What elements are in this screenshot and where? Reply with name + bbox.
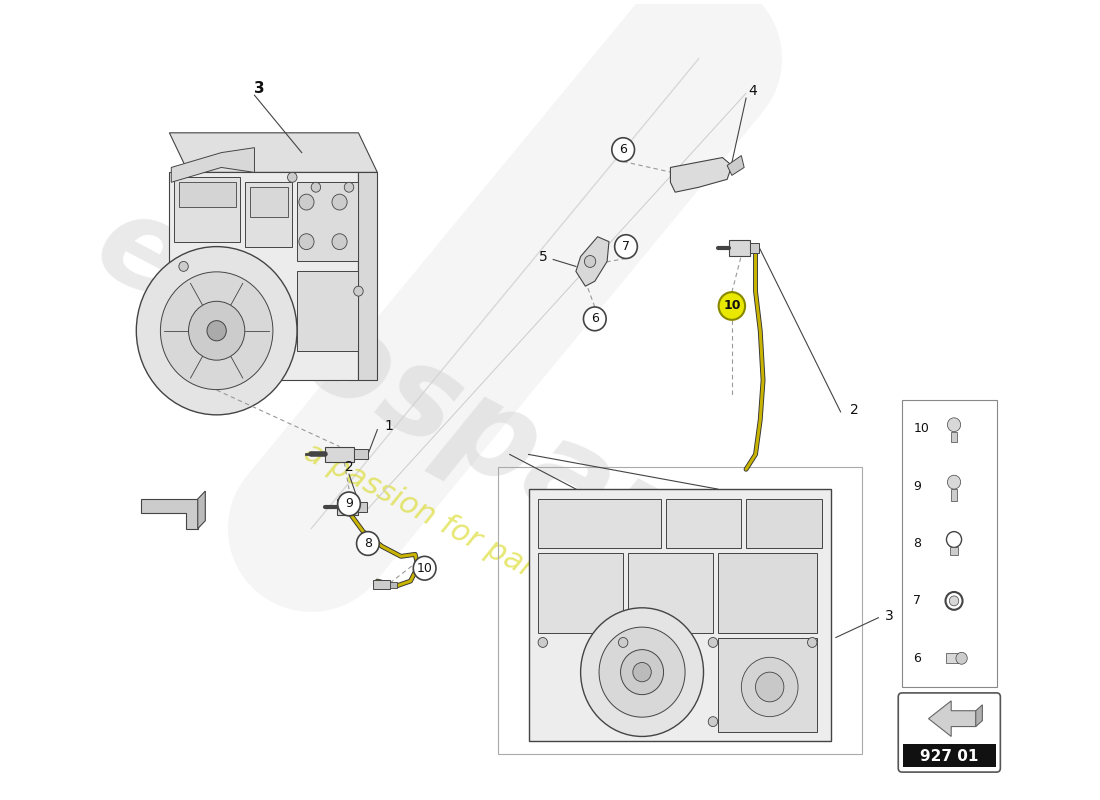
- Bar: [179, 182, 235, 207]
- Text: 2: 2: [344, 460, 353, 474]
- Text: 6: 6: [913, 652, 922, 665]
- Polygon shape: [198, 491, 206, 529]
- Circle shape: [947, 475, 960, 489]
- Text: 10: 10: [913, 422, 930, 435]
- Bar: [628, 554, 713, 633]
- Circle shape: [708, 638, 717, 647]
- Text: 10: 10: [417, 562, 432, 574]
- Bar: [538, 499, 661, 549]
- Circle shape: [600, 627, 685, 717]
- Circle shape: [949, 596, 959, 606]
- Circle shape: [615, 234, 637, 258]
- FancyBboxPatch shape: [899, 693, 1000, 772]
- Circle shape: [620, 650, 663, 694]
- Circle shape: [344, 182, 354, 192]
- Text: 7: 7: [913, 594, 922, 607]
- Bar: [245, 182, 293, 246]
- Text: eurospares: eurospares: [76, 181, 830, 658]
- Polygon shape: [141, 499, 198, 529]
- Circle shape: [581, 608, 704, 737]
- Polygon shape: [976, 705, 982, 726]
- Circle shape: [332, 194, 348, 210]
- Circle shape: [287, 172, 297, 182]
- Polygon shape: [169, 133, 377, 172]
- Bar: [717, 554, 817, 633]
- Bar: [326, 446, 354, 462]
- Polygon shape: [169, 172, 359, 380]
- Bar: [358, 502, 367, 512]
- Circle shape: [538, 638, 548, 647]
- Text: 10: 10: [723, 299, 740, 313]
- Polygon shape: [359, 172, 377, 380]
- Circle shape: [136, 246, 297, 415]
- Circle shape: [807, 638, 817, 647]
- Circle shape: [414, 556, 436, 580]
- Bar: [354, 450, 367, 459]
- Text: 3: 3: [254, 81, 264, 96]
- Circle shape: [708, 717, 717, 726]
- Circle shape: [332, 234, 348, 250]
- Text: 3: 3: [886, 609, 894, 622]
- Text: 9: 9: [345, 498, 353, 510]
- Bar: [529, 489, 832, 742]
- Circle shape: [299, 194, 314, 210]
- Bar: [538, 554, 624, 633]
- Polygon shape: [928, 701, 976, 737]
- Text: a passion for parts since 1985: a passion for parts since 1985: [299, 438, 720, 679]
- Bar: [952, 489, 957, 501]
- Bar: [297, 271, 359, 350]
- Bar: [952, 432, 957, 442]
- Bar: [950, 547, 958, 555]
- Text: 1: 1: [384, 418, 393, 433]
- Text: 4: 4: [748, 84, 757, 98]
- Circle shape: [718, 292, 745, 320]
- Circle shape: [179, 262, 188, 271]
- Bar: [666, 499, 741, 549]
- Circle shape: [354, 286, 363, 296]
- Text: 7: 7: [621, 240, 630, 253]
- Bar: [750, 242, 759, 253]
- Circle shape: [161, 272, 273, 390]
- Polygon shape: [172, 148, 254, 182]
- Bar: [337, 499, 358, 514]
- Text: 8: 8: [913, 537, 922, 550]
- Circle shape: [618, 638, 628, 647]
- Bar: [902, 400, 997, 687]
- Bar: [946, 654, 958, 663]
- Text: 8: 8: [364, 537, 372, 550]
- Text: 6: 6: [619, 143, 627, 156]
- Bar: [250, 187, 287, 217]
- Polygon shape: [727, 155, 745, 175]
- Bar: [373, 580, 389, 589]
- Circle shape: [338, 492, 361, 516]
- Circle shape: [956, 652, 967, 664]
- Text: 927 01: 927 01: [920, 749, 979, 764]
- Circle shape: [632, 662, 651, 682]
- Text: 5: 5: [539, 250, 548, 263]
- Bar: [389, 582, 397, 588]
- Circle shape: [207, 321, 227, 341]
- Bar: [717, 638, 817, 731]
- Polygon shape: [670, 158, 732, 192]
- Bar: [174, 178, 240, 242]
- Circle shape: [583, 307, 606, 330]
- Circle shape: [584, 255, 596, 267]
- Circle shape: [311, 182, 320, 192]
- Circle shape: [947, 418, 960, 432]
- Circle shape: [756, 672, 784, 702]
- Circle shape: [741, 658, 798, 717]
- Bar: [746, 499, 822, 549]
- Text: 6: 6: [591, 312, 598, 326]
- Circle shape: [299, 234, 314, 250]
- Bar: [498, 467, 862, 754]
- Text: 2: 2: [850, 403, 859, 417]
- Bar: [297, 182, 359, 262]
- Text: 9: 9: [913, 479, 922, 493]
- Polygon shape: [576, 237, 609, 286]
- Bar: [903, 744, 996, 767]
- Circle shape: [356, 532, 380, 555]
- Circle shape: [188, 302, 245, 360]
- Bar: [729, 240, 750, 255]
- Circle shape: [612, 138, 635, 162]
